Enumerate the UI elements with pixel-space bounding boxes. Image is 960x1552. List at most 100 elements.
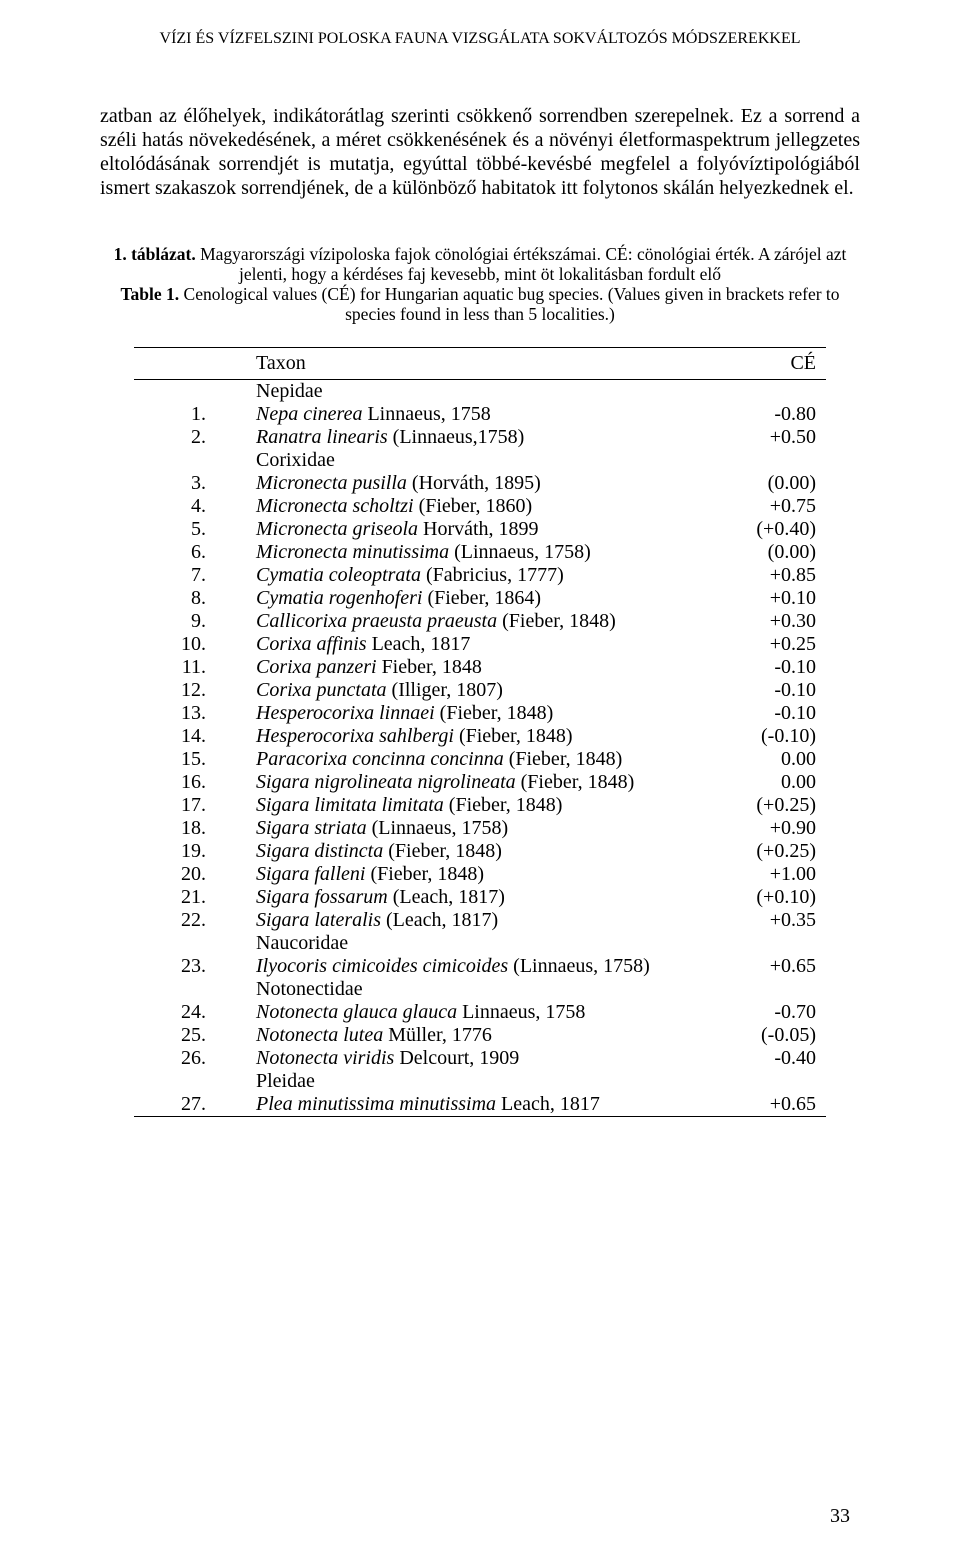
table-row: 23. Ilyocoris cimicoides cimicoides (Linn… (134, 955, 826, 978)
ce-value: (-0.05) (696, 1024, 826, 1047)
authority: (Leach, 1817) (381, 909, 498, 931)
taxon-cell: Hesperocorixa linnaei (Fieber, 1848) (214, 702, 696, 725)
authority: Delcourt, 1909 (394, 1047, 519, 1069)
species-name: Corixa panzeri (256, 656, 377, 678)
taxon-cell: Sigara limitata limitata (Fieber, 1848) (214, 794, 696, 817)
authority: (Fieber, 1860) (414, 495, 533, 517)
table-row: 1.Nepa cinerea Linnaeus, 1758-0.80 (134, 403, 826, 426)
table-row: 13.Hesperocorixa linnaei (Fieber, 1848)-… (134, 702, 826, 725)
ce-value: +0.85 (696, 564, 826, 587)
row-number: 18. (134, 817, 214, 840)
authority: Leach, 1817 (367, 633, 471, 655)
table-row: 7.Cymatia coleoptrata (Fabricius, 1777)+… (134, 564, 826, 587)
taxon-cell: Callicorixa praeusta praeusta (Fieber, 1… (214, 610, 696, 633)
authority: (Fieber, 1864) (422, 587, 541, 609)
table-row: 16.Sigara nigrolineata nigrolineata (Fie… (134, 771, 826, 794)
caption-en-label: Table 1. (120, 284, 179, 304)
row-number: 7. (134, 564, 214, 587)
taxon-cell: Notonectidae (214, 978, 696, 1001)
ce-value: +0.50 (696, 426, 826, 449)
ce-value: +0.10 (696, 587, 826, 610)
page: VÍZI ÉS VÍZFELSZINI POLOSKA FAUNA VIZSGÁ… (0, 0, 960, 1552)
species-name: Micronecta scholtzi (256, 495, 414, 517)
species-name: Nepa cinerea (256, 403, 362, 425)
species-name: Sigara lateralis (256, 909, 381, 931)
ce-value: +1.00 (696, 863, 826, 886)
row-number: 27. (134, 1093, 214, 1117)
table-row: 8.Cymatia rogenhoferi (Fieber, 1864)+0.1… (134, 587, 826, 610)
ce-value: (+0.25) (696, 840, 826, 863)
authority: (Fieber, 1848) (435, 702, 554, 724)
taxon-cell: Micronecta griseola Horváth, 1899 (214, 518, 696, 541)
family-row: Nepidae (134, 380, 826, 403)
species-table: Taxon CÉ Nepidae1.Nepa cinerea Linnaeus,… (134, 347, 826, 1117)
ce-value: +0.65 (696, 955, 826, 978)
ce-value: -0.10 (696, 702, 826, 725)
taxon-cell: Corixa punctata (Illiger, 1807) (214, 679, 696, 702)
table-row: 6.Micronecta minutissima (Linnaeus, 1758… (134, 541, 826, 564)
ce-value: 0.00 (696, 748, 826, 771)
ce-value: 0.00 (696, 771, 826, 794)
taxon-cell: Micronecta scholtzi (Fieber, 1860) (214, 495, 696, 518)
table-row: 17.Sigara limitata limitata (Fieber, 184… (134, 794, 826, 817)
species-name: Micronecta griseola (256, 518, 418, 540)
species-name: Hesperocorixa sahlbergi (256, 725, 454, 747)
table-row: 9.Callicorixa praeusta praeusta (Fieber,… (134, 610, 826, 633)
table-row: 5.Micronecta griseola Horváth, 1899(+0.4… (134, 518, 826, 541)
species-name: Hesperocorixa linnaei (256, 702, 435, 724)
taxon-cell: Paracorixa concinna concinna (Fieber, 18… (214, 748, 696, 771)
row-number: 23. (134, 955, 214, 978)
table-row: 11.Corixa panzeri Fieber, 1848-0.10 (134, 656, 826, 679)
row-number: 21. (134, 886, 214, 909)
taxon-cell: Pleidae (214, 1070, 696, 1093)
caption-en-text: Cenological values (CÉ) for Hungarian aq… (179, 284, 839, 324)
taxon-cell: Sigara distincta (Fieber, 1848) (214, 840, 696, 863)
authority: (Fabricius, 1777) (421, 564, 564, 586)
row-number: 14. (134, 725, 214, 748)
species-name: Plea minutissima minutissima (256, 1093, 496, 1115)
taxon-cell: Ranatra linearis (Linnaeus,1758) (214, 426, 696, 449)
ce-value: +0.30 (696, 610, 826, 633)
table-row: 2.Ranatra linearis (Linnaeus,1758)+0.50 (134, 426, 826, 449)
authority: (Linnaeus, 1758) (508, 955, 650, 977)
table-row: 14.Hesperocorixa sahlbergi (Fieber, 1848… (134, 725, 826, 748)
authority: (Fieber, 1848) (454, 725, 573, 747)
ce-value: -0.70 (696, 1001, 826, 1024)
taxon-cell: Sigara fossarum (Leach, 1817) (214, 886, 696, 909)
species-name: Sigara falleni (256, 863, 365, 885)
row-number (134, 380, 214, 403)
species-name: Cymatia rogenhoferi (256, 587, 422, 609)
table-row: 12.Corixa punctata (Illiger, 1807)-0.10 (134, 679, 826, 702)
taxon-cell: Hesperocorixa sahlbergi (Fieber, 1848) (214, 725, 696, 748)
taxon-cell: Micronecta minutissima (Linnaeus, 1758) (214, 541, 696, 564)
table-caption: 1. táblázat. Magyarországi vízipoloska f… (110, 244, 850, 325)
table-row: 22.Sigara lateralis (Leach, 1817)+0.35 (134, 909, 826, 932)
species-name: Sigara nigrolineata nigrolineata (256, 771, 516, 793)
species-name: Corixa punctata (256, 679, 387, 701)
ce-value (696, 978, 826, 1001)
species-name: Sigara distincta (256, 840, 383, 862)
row-number: 3. (134, 472, 214, 495)
row-number: 12. (134, 679, 214, 702)
ce-value: (0.00) (696, 472, 826, 495)
row-number: 11. (134, 656, 214, 679)
table-row: 15.Paracorixa concinna concinna (Fieber,… (134, 748, 826, 771)
caption-hu-label: 1. táblázat. (114, 244, 196, 264)
ce-value: +0.75 (696, 495, 826, 518)
authority: Linnaeus, 1758 (362, 403, 490, 425)
running-header: VÍZI ÉS VÍZFELSZINI POLOSKA FAUNA VIZSGÁ… (100, 30, 860, 48)
taxon-cell: Corixa panzeri Fieber, 1848 (214, 656, 696, 679)
table-row: 25.Notonecta lutea Müller, 1776(-0.05) (134, 1024, 826, 1047)
taxon-cell: Naucoridae (214, 932, 696, 955)
authority: (Fieber, 1848) (504, 748, 623, 770)
row-number: 6. (134, 541, 214, 564)
row-number: 24. (134, 1001, 214, 1024)
species-name: Ilyocoris cimicoides cimicoides (256, 955, 508, 977)
table-row: 10.Corixa affinis Leach, 1817+0.25 (134, 633, 826, 656)
species-name: Sigara striata (256, 817, 367, 839)
species-name: Sigara fossarum (256, 886, 388, 908)
authority: (Illiger, 1807) (387, 679, 503, 701)
row-number: 20. (134, 863, 214, 886)
species-name: Corixa affinis (256, 633, 367, 655)
authority: (Leach, 1817) (388, 886, 505, 908)
